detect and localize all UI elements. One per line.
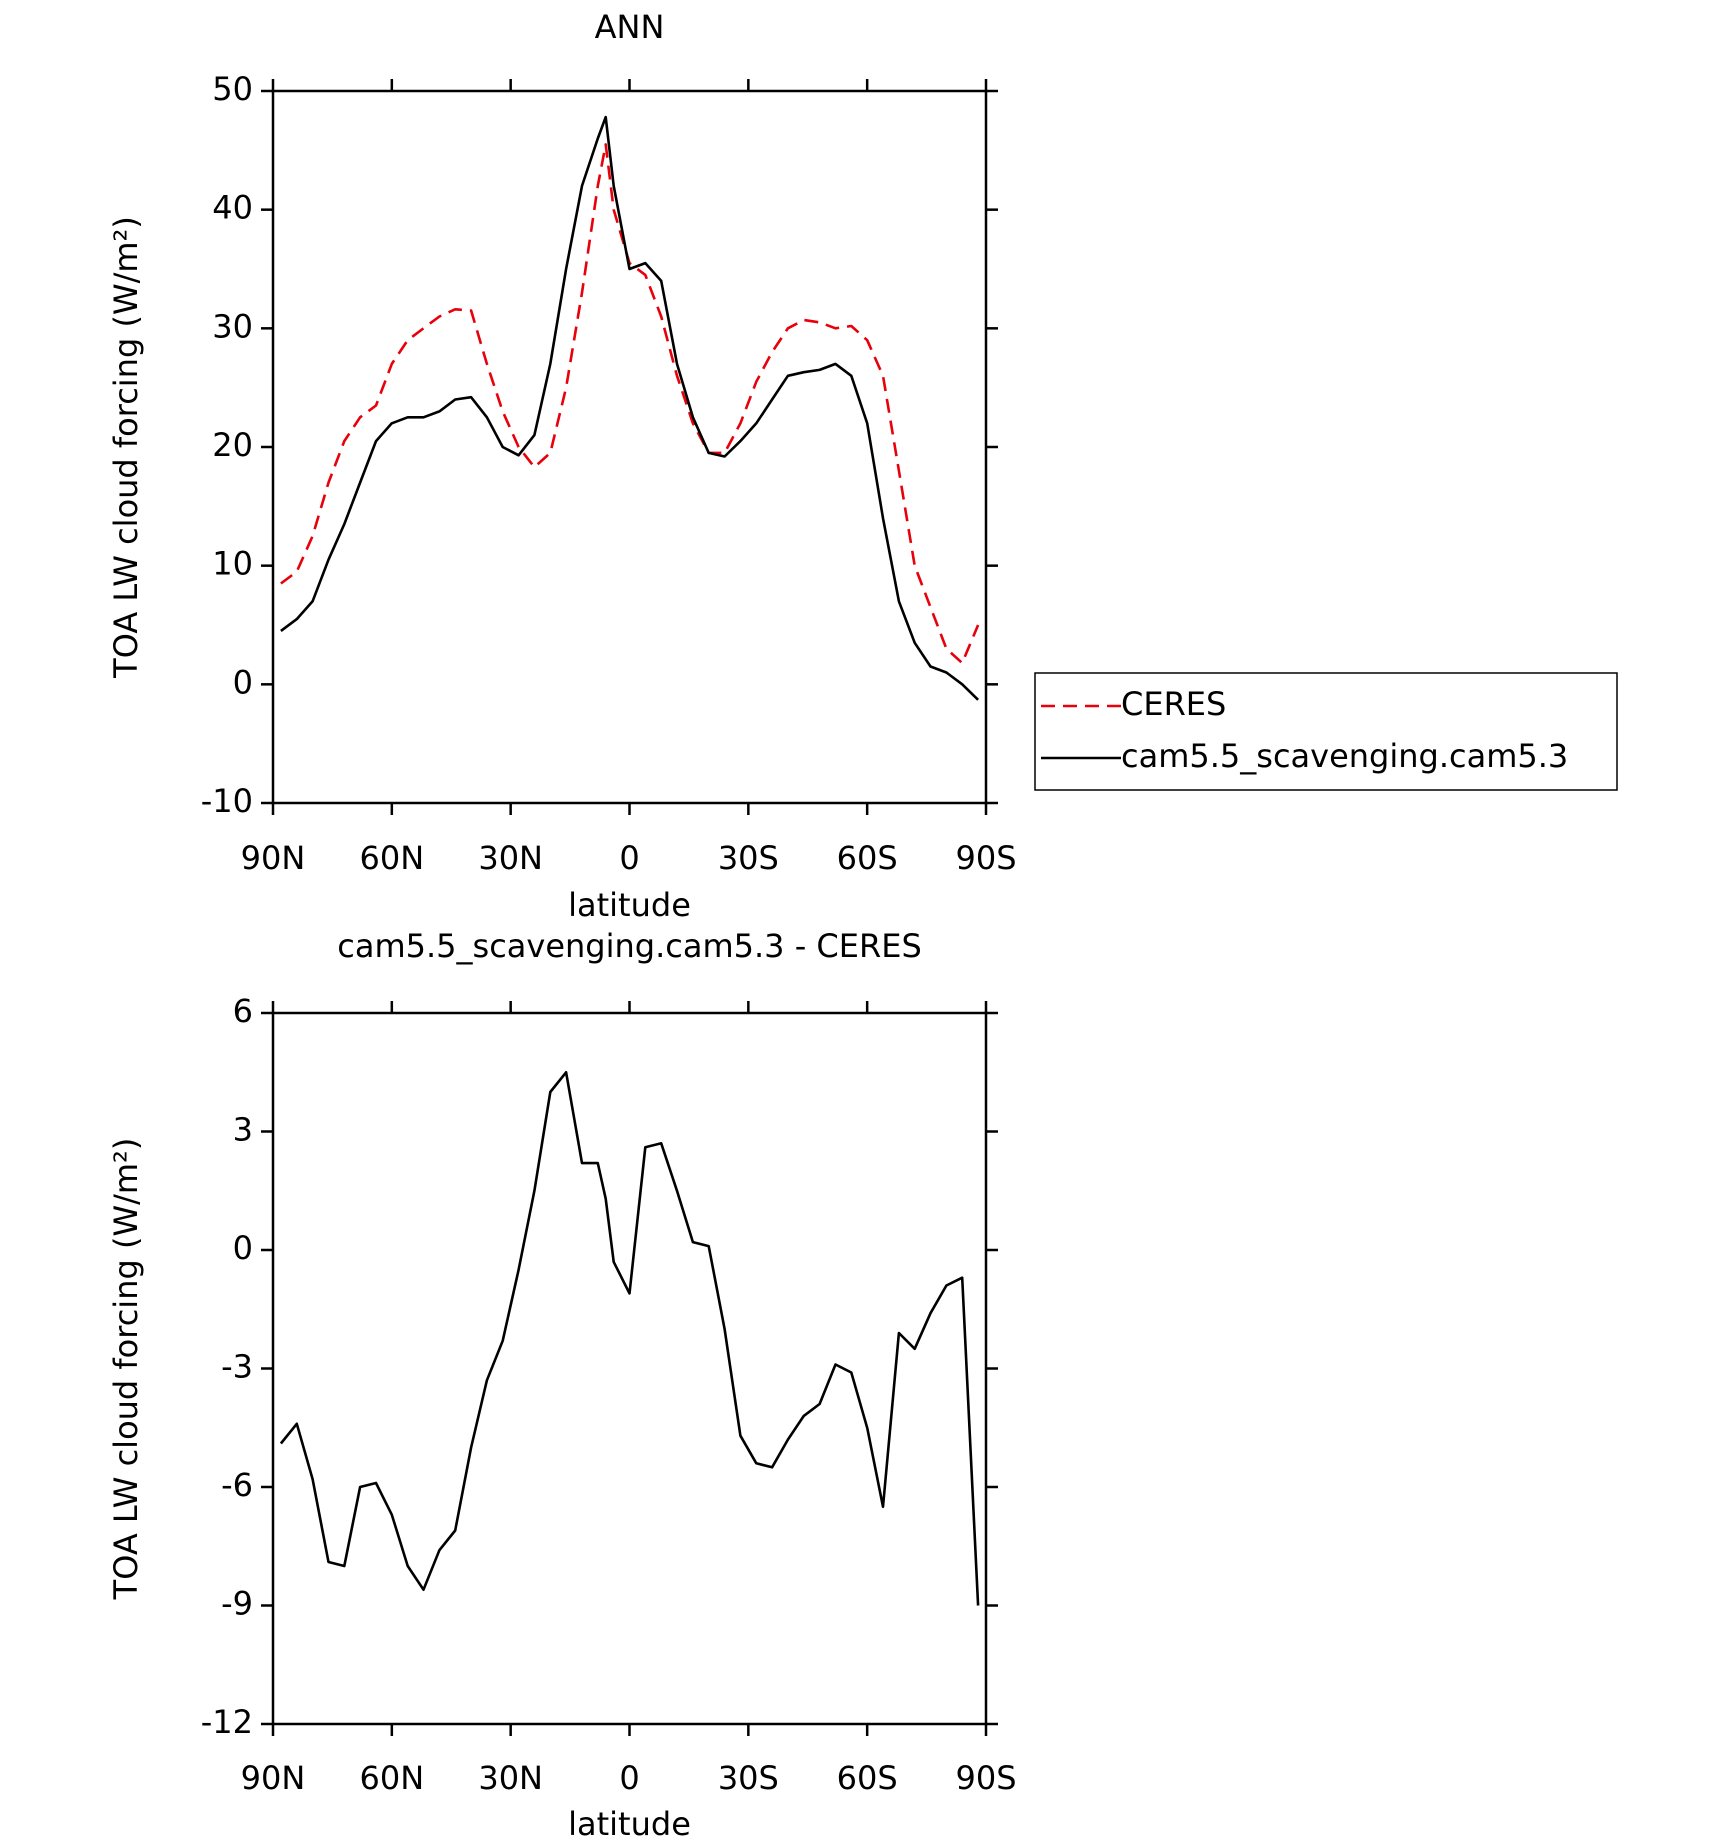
y-tick-label: -12 <box>201 1703 253 1741</box>
y-tick-label: -10 <box>201 782 253 820</box>
y-axis-label: TOA LW cloud forcing (W/m²) <box>107 216 145 679</box>
y-axis-label: TOA LW cloud forcing (W/m²) <box>107 1138 145 1601</box>
legend-box <box>1034 672 1618 791</box>
chart-title: cam5.5_scavenging.cam5.3 - CERES <box>337 927 922 965</box>
plot-frame <box>271 1011 988 1726</box>
legend-label: cam5.5_scavenging.cam5.3 <box>1121 737 1568 775</box>
plot-frame <box>271 89 988 805</box>
y-tick-label: 40 <box>212 189 253 227</box>
x-tick-label: 0 <box>619 839 639 877</box>
y-tick-label: 3 <box>233 1111 253 1149</box>
x-tick-label: 30S <box>718 1759 779 1797</box>
series-line <box>279 1071 980 1606</box>
y-tick-label: -3 <box>221 1348 253 1386</box>
x-axis-label: latitude <box>568 1805 691 1843</box>
y-tick-label: 0 <box>233 663 253 701</box>
y-tick-label: -9 <box>221 1585 253 1623</box>
x-tick-label: 30N <box>478 839 543 877</box>
x-tick-label: 60N <box>360 839 425 877</box>
y-tick-label: 30 <box>212 307 253 345</box>
y-tick-label: -6 <box>221 1466 253 1504</box>
x-tick-label: 90S <box>955 839 1016 877</box>
x-tick-label: 60N <box>360 1759 425 1797</box>
x-tick-label: 60S <box>837 839 898 877</box>
y-tick-label: 6 <box>233 992 253 1030</box>
series-line <box>280 115 980 701</box>
x-tick-label: 30S <box>718 839 779 877</box>
y-tick-label: 0 <box>233 1229 253 1267</box>
x-tick-label: 90N <box>241 839 306 877</box>
series-line <box>280 143 980 665</box>
x-tick-label: 0 <box>619 1759 639 1797</box>
x-tick-label: 30N <box>478 1759 543 1797</box>
x-tick-label: 90S <box>955 1759 1016 1797</box>
x-axis-label: latitude <box>568 886 691 924</box>
x-tick-label: 90N <box>241 1759 306 1797</box>
y-tick-label: 50 <box>212 70 253 108</box>
y-tick-label: 10 <box>212 545 253 583</box>
x-tick-label: 60S <box>837 1759 898 1797</box>
chart-title: ANN <box>595 8 665 46</box>
y-tick-label: 20 <box>212 426 253 464</box>
legend-label: CERES <box>1121 685 1226 723</box>
